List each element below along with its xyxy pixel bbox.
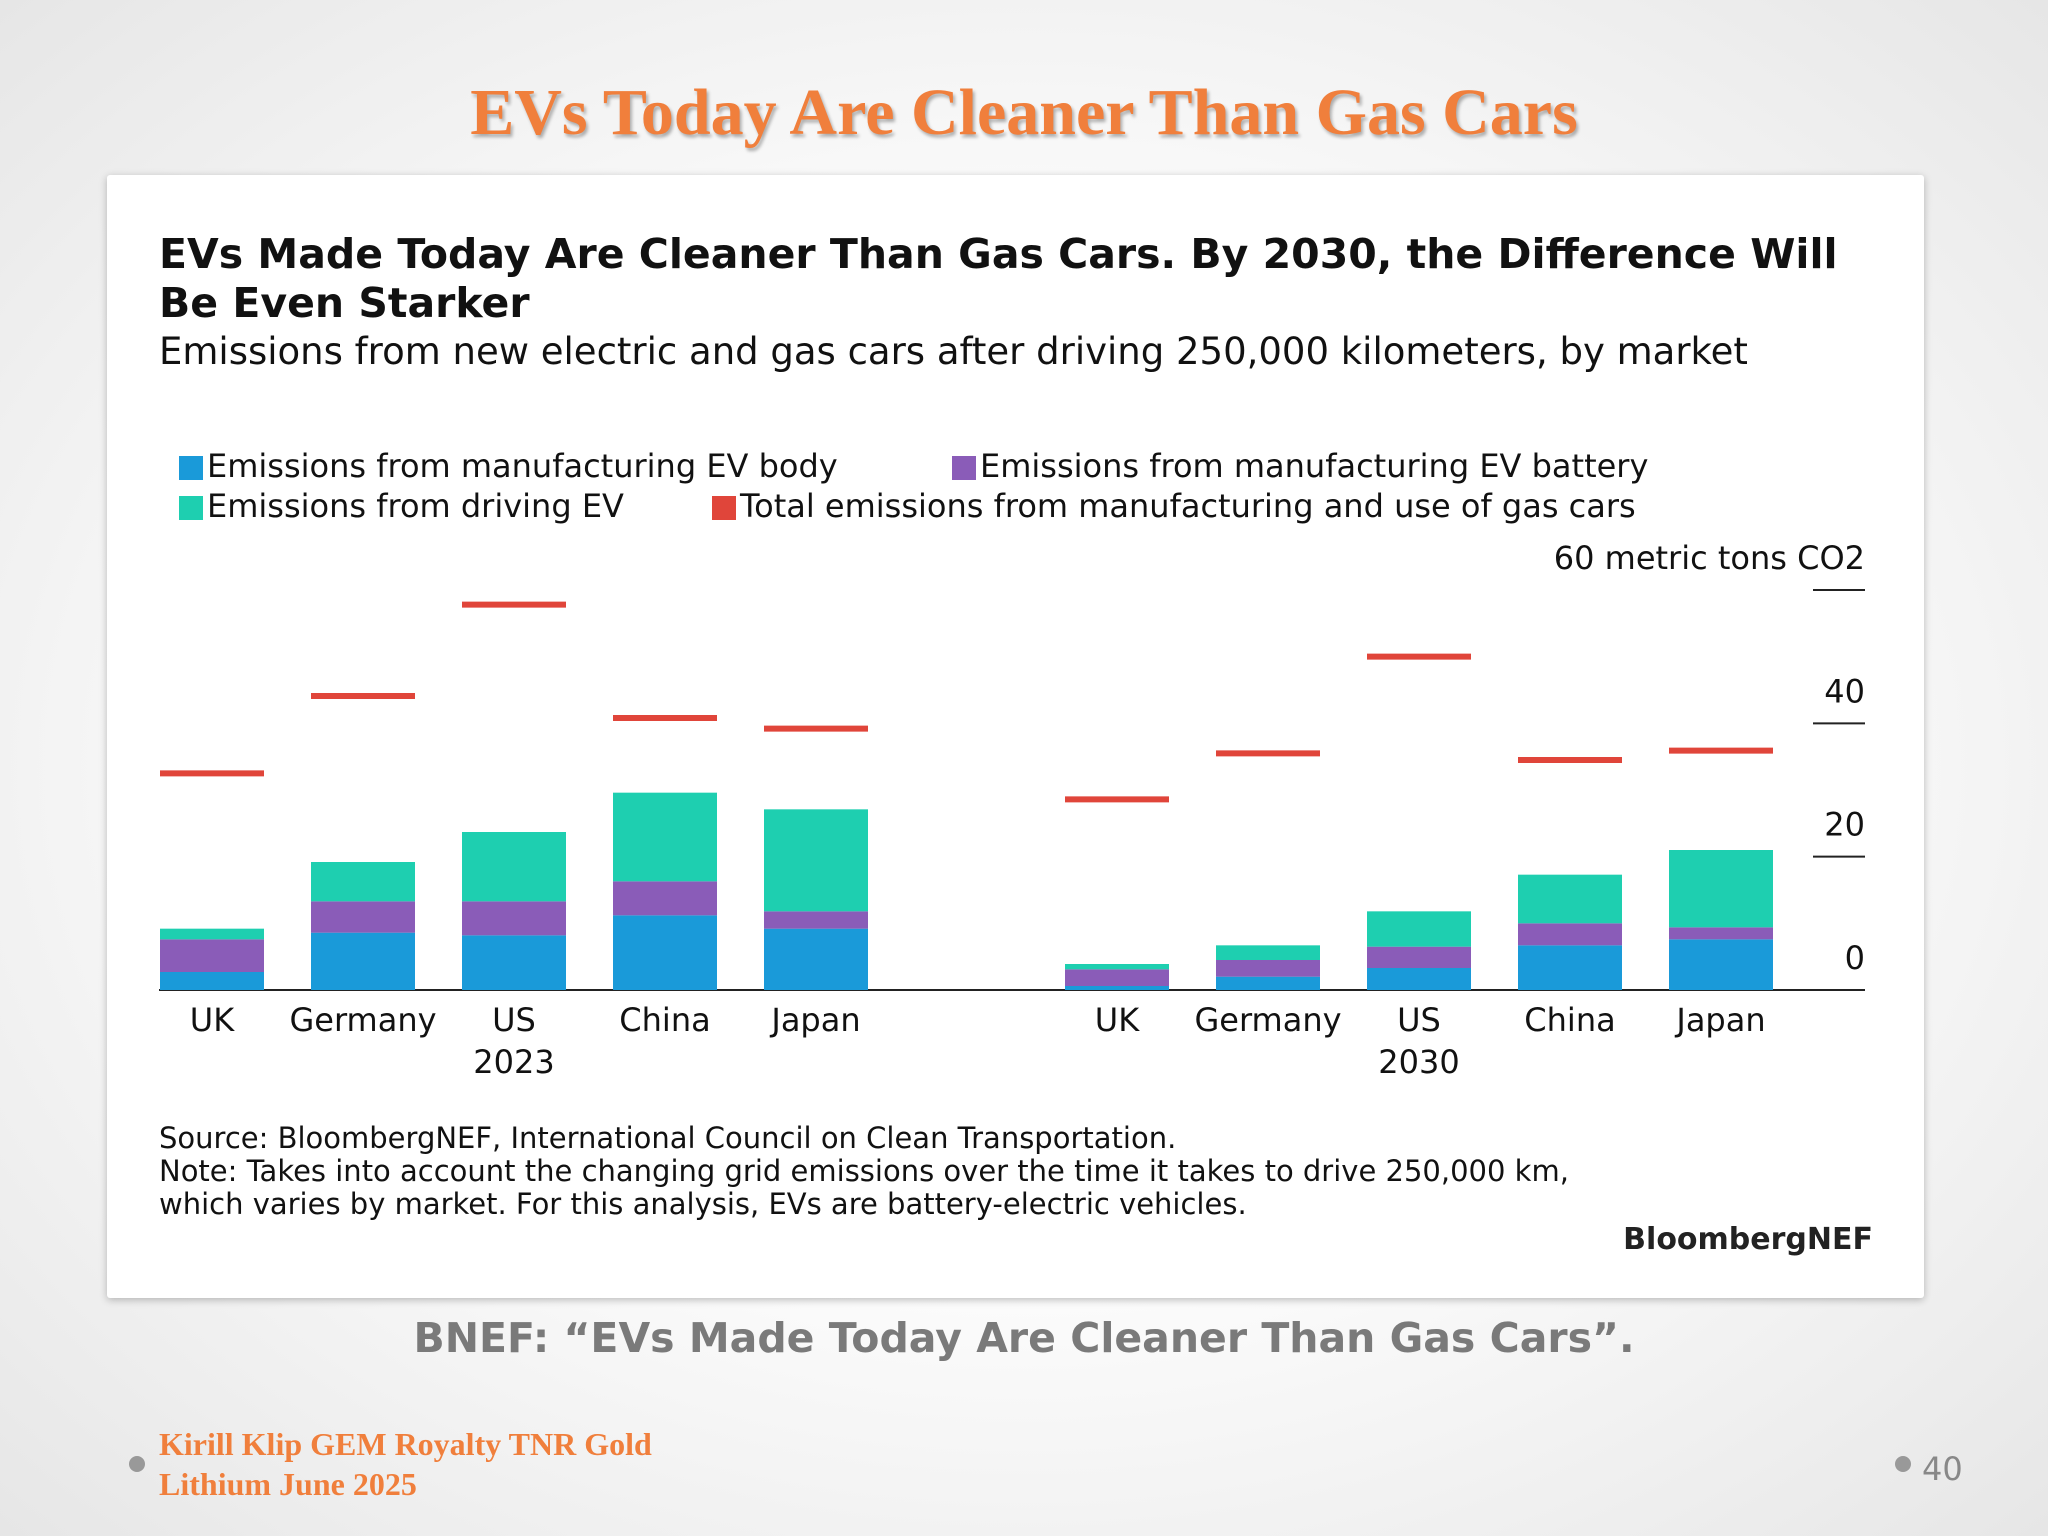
bar-segment <box>1216 960 1320 977</box>
x-tick-label: UK <box>190 1001 235 1039</box>
x-tick-label: US <box>492 1001 536 1039</box>
legend-label: Emissions from manufacturing EV battery <box>980 447 1648 485</box>
x-tick-label: UK <box>1095 1001 1140 1039</box>
x-tick-label: Japan <box>1674 1001 1765 1039</box>
bar-segment <box>1367 946 1471 968</box>
legend-swatch <box>179 456 203 480</box>
y-tick-label: 40 <box>1824 672 1865 710</box>
group-label: 2023 <box>473 1043 554 1081</box>
bar-segment <box>1518 923 1622 946</box>
bar-segment <box>764 911 868 929</box>
bar-segment <box>1669 850 1773 928</box>
group-label: 2030 <box>1378 1043 1459 1081</box>
note: Note: Takes into account the changing gr… <box>159 1154 1569 1221</box>
bar-segment <box>1518 874 1622 924</box>
bar-segment <box>764 809 868 912</box>
bar-segment <box>160 939 264 972</box>
y-tick-label: 0 <box>1845 939 1865 977</box>
x-tick-label: China <box>619 1001 710 1039</box>
source-note: Source: BloombergNEF, International Coun… <box>159 1122 1579 1221</box>
page-number: 40 <box>1922 1450 1963 1488</box>
bar-segment <box>613 915 717 990</box>
brand: BloombergNEF <box>1623 1222 1873 1257</box>
bar-segment <box>160 928 264 940</box>
chart-title: EVs Made Today Are Cleaner Than Gas Cars… <box>159 230 1838 327</box>
bar-segment <box>462 901 566 936</box>
x-tick-label: Germany <box>1194 1001 1341 1039</box>
bullet <box>129 1456 145 1472</box>
legend-label: Emissions from driving EV <box>207 487 624 525</box>
bar-segment <box>613 792 717 882</box>
bar-segment <box>462 832 566 902</box>
bar-segment <box>1669 939 1773 990</box>
y-tick-label: 20 <box>1824 806 1865 844</box>
bar-segment <box>613 881 717 916</box>
bar-segment <box>1669 927 1773 940</box>
bar-segment <box>1367 911 1471 947</box>
bar-segment <box>160 972 264 990</box>
legend-swatch <box>952 456 976 480</box>
legend-swatch <box>179 496 203 520</box>
caption: BNEF: “EVs Made Today Are Cleaner Than G… <box>413 1314 1635 1362</box>
bar-segment <box>311 862 415 902</box>
legend-label: Emissions from manufacturing EV body <box>207 447 838 485</box>
x-tick-label: US <box>1397 1001 1441 1039</box>
legend-swatch <box>712 496 736 520</box>
legend-label: Total emissions from manufacturing and u… <box>739 487 1636 525</box>
x-tick-label: Germany <box>289 1001 436 1039</box>
footer-line: Lithium June 2025 <box>159 1466 417 1502</box>
bar-segment <box>1518 945 1622 990</box>
x-tick-label: Japan <box>769 1001 860 1039</box>
y-tick-label: 60 metric tons CO2 <box>1554 539 1865 577</box>
bar-segment <box>1065 969 1169 986</box>
bar-segment <box>311 901 415 933</box>
chart-card <box>107 175 1924 1298</box>
bar-segment <box>1216 945 1320 960</box>
bar-segment <box>1367 968 1471 990</box>
slide-title: EVs Today Are Cleaner Than Gas Cars <box>470 76 1578 149</box>
bar-segment <box>1065 964 1169 970</box>
x-tick-label: China <box>1524 1001 1615 1039</box>
source: Source: BloombergNEF, International Coun… <box>159 1121 1177 1155</box>
footer-line: Kirill Klip GEM Royalty TNR Gold <box>159 1426 652 1462</box>
chart-subtitle: Emissions from new electric and gas cars… <box>159 330 1748 373</box>
bar-segment <box>1216 976 1320 990</box>
bar-segment <box>311 932 415 990</box>
bar-segment <box>462 935 566 990</box>
bullet <box>1895 1456 1911 1472</box>
bar-segment <box>1065 986 1169 990</box>
bar-segment <box>764 928 868 990</box>
